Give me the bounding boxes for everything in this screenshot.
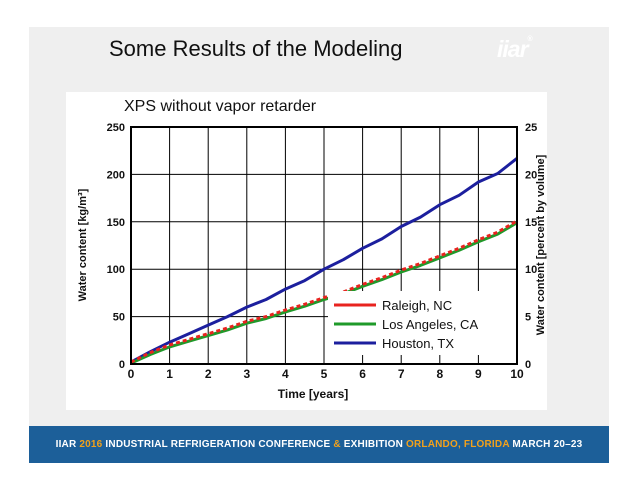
chart-series <box>130 157 518 365</box>
y-axis-label: Water content [kg/m³] <box>77 188 89 301</box>
y2-tick-label: 0 <box>525 359 531 371</box>
y-tick-label: 100 <box>107 264 125 276</box>
y2-tick-label: 15 <box>525 217 537 229</box>
y2-axis-label: Water content [percent by volume] <box>535 154 547 335</box>
y2-tick-label: 25 <box>525 122 537 134</box>
x-tick-label: 10 <box>510 367 524 381</box>
plot-frame <box>130 126 518 365</box>
series-line-houston-tx <box>130 157 518 364</box>
x-tick-label: 9 <box>475 367 482 381</box>
footer-location: ORLANDO, FLORIDA <box>406 439 510 450</box>
y-tick-label: 150 <box>107 217 125 229</box>
chart-panel: XPS without vapor retarder 0 1 2 3 4 5 6 7 8 9 10 0… <box>66 92 547 410</box>
iiar-logo: iiar® <box>497 36 533 63</box>
footer-ampersand: & <box>333 439 341 450</box>
footer-org: IIAR <box>55 439 77 450</box>
y-tick-label: 200 <box>107 169 125 181</box>
footer-text: IIAR 2016 INDUSTRIAL REFRIGERATION CONFE… <box>29 426 609 463</box>
y-tick-label: 50 <box>113 312 125 324</box>
chart-svg: XPS without vapor retarder 0 1 2 3 4 5 6 7 8 9 100… <box>77 98 547 401</box>
footer-year: 2016 <box>79 439 103 450</box>
y-tick-label: 0 <box>119 359 125 371</box>
x-tick-label: 6 <box>359 367 366 381</box>
x-tick-label: 7 <box>398 367 405 381</box>
logo-text: iiar <box>497 36 529 62</box>
x-tick-label: 0 <box>128 367 135 381</box>
x-axis-label: Time [years] <box>278 387 348 401</box>
y2-tick-label: 10 <box>525 264 537 276</box>
legend-label: Los Angeles, CA <box>382 317 478 332</box>
legend-label: Houston, TX <box>382 336 454 351</box>
logo-registered-mark: ® <box>527 36 533 43</box>
chart-title: XPS without vapor retarder <box>124 98 317 115</box>
x-tick-label: 2 <box>205 367 212 381</box>
legend-label: Raleigh, NC <box>382 298 452 313</box>
conference-footer-banner: IIAR 2016 INDUSTRIAL REFRIGERATION CONFE… <box>29 426 609 463</box>
y2-tick-label: 20 <box>525 169 537 181</box>
footer-event: INDUSTRIAL REFRIGERATION CONFERENCE <box>105 439 331 450</box>
chart-legend: Raleigh, NC Los Angeles, CA Houston, TX <box>328 291 516 355</box>
footer-dates: MARCH 20–23 <box>512 439 583 450</box>
x-tick-label: 4 <box>282 367 289 381</box>
footer-exhibition: EXHIBITION <box>343 439 404 450</box>
slide-title: Some Results of the Modeling <box>109 36 403 61</box>
x-tick-label: 8 <box>436 367 443 381</box>
y-tick-label: 250 <box>107 122 125 134</box>
x-tick-label: 5 <box>321 367 328 381</box>
series-line-los-angeles-ca <box>130 221 518 365</box>
x-tick-label: 1 <box>166 367 173 381</box>
series-line-raleigh-nc <box>130 219 518 364</box>
x-tick-label: 3 <box>243 367 250 381</box>
y2-tick-label: 5 <box>525 312 531 324</box>
